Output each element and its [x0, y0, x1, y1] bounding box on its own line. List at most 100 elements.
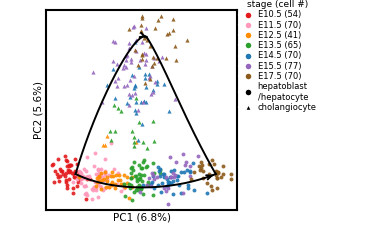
Point	[127, 95, 133, 99]
Point	[108, 141, 114, 145]
Point	[131, 135, 137, 139]
Point	[78, 173, 84, 176]
Point	[88, 187, 95, 190]
Point	[131, 74, 137, 78]
Point	[129, 198, 135, 202]
Point	[116, 173, 122, 177]
Point	[115, 182, 121, 186]
Point	[214, 176, 220, 180]
Point	[218, 175, 224, 179]
Point	[95, 173, 101, 176]
Point	[82, 184, 88, 188]
Point	[96, 173, 102, 177]
Point	[86, 176, 92, 180]
Point	[180, 170, 187, 174]
Point	[113, 174, 119, 177]
Point	[128, 57, 134, 61]
Point	[121, 63, 127, 67]
Point	[131, 160, 137, 164]
Point	[175, 174, 181, 178]
Point	[97, 177, 103, 181]
Point	[199, 163, 205, 167]
Point	[93, 172, 99, 175]
Point	[158, 190, 164, 194]
Point	[191, 170, 197, 174]
Point	[49, 163, 56, 167]
Point	[101, 186, 108, 190]
Point	[168, 169, 174, 173]
Point	[173, 160, 180, 164]
Point	[78, 177, 84, 181]
Point	[170, 28, 176, 32]
Point	[82, 175, 88, 179]
Point	[83, 191, 89, 195]
Point	[124, 181, 130, 185]
Point	[104, 134, 110, 138]
Point	[163, 189, 169, 193]
Point	[138, 173, 144, 177]
Point	[107, 129, 113, 133]
Point	[144, 183, 150, 187]
Point	[178, 170, 184, 174]
Point	[139, 122, 145, 126]
Point	[164, 32, 170, 36]
Point	[101, 171, 108, 175]
Point	[132, 40, 138, 44]
Point	[109, 170, 115, 174]
Point	[63, 180, 69, 184]
Point	[163, 56, 169, 60]
Point	[165, 181, 171, 184]
Point	[141, 62, 147, 66]
Point	[104, 175, 110, 179]
Point	[195, 164, 201, 168]
Point	[214, 170, 220, 174]
Point	[187, 169, 193, 173]
Point	[141, 5, 147, 9]
Point	[75, 180, 81, 184]
Point	[144, 164, 151, 168]
Point	[138, 166, 144, 170]
Point	[131, 140, 137, 144]
Point	[165, 183, 171, 187]
Point	[92, 164, 98, 167]
Point	[69, 163, 75, 167]
Point	[117, 178, 123, 182]
Point	[126, 41, 132, 45]
Point	[132, 174, 138, 178]
Point	[119, 182, 126, 186]
Point	[71, 173, 77, 177]
Point	[96, 175, 102, 179]
Point	[56, 179, 62, 183]
Point	[161, 172, 167, 176]
Point	[94, 176, 100, 180]
Point	[102, 169, 108, 173]
Point	[165, 186, 171, 190]
Point	[122, 194, 128, 198]
Point	[64, 159, 70, 163]
Point	[149, 181, 155, 184]
Point	[132, 91, 138, 94]
Point	[98, 185, 105, 189]
Y-axis label: PC2 (5.6%): PC2 (5.6%)	[33, 81, 43, 139]
Point	[126, 92, 133, 96]
Point	[72, 175, 78, 179]
Point	[183, 160, 190, 164]
Point	[151, 139, 157, 143]
Point	[104, 179, 110, 183]
Point	[143, 35, 149, 39]
Point	[139, 179, 145, 183]
Point	[134, 179, 140, 182]
Point	[154, 175, 160, 179]
Point	[128, 171, 134, 175]
Point	[144, 38, 150, 42]
Point	[137, 190, 143, 194]
Point	[74, 177, 80, 181]
Point	[164, 184, 170, 188]
Point	[141, 99, 147, 103]
Point	[170, 192, 176, 196]
Point	[155, 59, 162, 63]
Point	[81, 167, 87, 171]
Point	[132, 83, 138, 87]
Point	[115, 178, 121, 181]
Point	[150, 91, 156, 94]
